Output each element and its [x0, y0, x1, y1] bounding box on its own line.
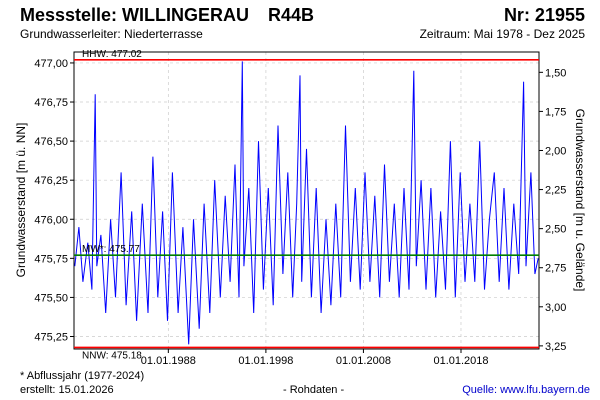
- created-date: erstellt: 15.01.2026: [20, 384, 114, 396]
- x-axis: 01.01.1988 01.01.1998 01.01.2008 01.01.2018: [141, 349, 489, 367]
- tick-label-right: 2,75: [545, 263, 566, 275]
- y-axis-title-right: Grundwasserstand [m u. Gelände]: [573, 109, 587, 292]
- tick-label-x: 01.01.2018: [433, 355, 488, 367]
- period-label: Zeitraum: Mai 1978 - Dez 2025: [419, 27, 585, 41]
- source-link[interactable]: Quelle: www.lfu.bayern.de: [462, 384, 590, 396]
- station-title: Messstelle: WILLINGERAU: [20, 5, 250, 25]
- footnote: * Abflussjahr (1977-2024): [20, 370, 145, 382]
- reference-lines: HHW: 477.02 MW*: 475.77 NNW: 475.18: [74, 49, 539, 361]
- tick-label-left: 477,00: [34, 58, 68, 70]
- tick-label-left: 475,50: [34, 292, 68, 304]
- aquifer-label: Grundwasserleiter: Niederterrasse: [20, 27, 203, 41]
- right-axis: 1,50 1,75 2,00 2,25 2,50 2,75 3,00 3,25: [539, 67, 566, 353]
- tick-label-x: 01.01.1988: [141, 355, 196, 367]
- tick-label-left: 476,25: [34, 175, 68, 187]
- tick-label-x: 01.01.2008: [336, 355, 391, 367]
- tick-label-right: 3,00: [545, 302, 566, 314]
- tick-label-right: 1,75: [545, 106, 566, 118]
- y-axis-title-left: Grundwasserstand [m ü. NN]: [14, 123, 28, 278]
- left-axis: 477,00 476,75 476,50 476,25 476,00 475,75 475,…: [34, 58, 74, 343]
- series-line: [74, 61, 539, 345]
- tick-label-right: 3,25: [545, 341, 566, 353]
- tick-label-right: 1,50: [545, 67, 566, 79]
- tick-label-left: 476,50: [34, 136, 68, 148]
- tick-label-x: 01.01.1998: [238, 355, 293, 367]
- tick-label-left: 476,75: [34, 97, 68, 109]
- ref-label-mw: MW*: 475.77: [82, 244, 140, 255]
- station-number: Nr: 21955: [503, 5, 585, 25]
- ref-label-nnw: NNW: 475.18: [82, 350, 142, 361]
- tick-label-left: 476,00: [34, 214, 68, 226]
- tick-label-right: 2,00: [545, 145, 566, 157]
- tick-label-right: 2,25: [545, 185, 566, 197]
- data-type-label: - Rohdaten -: [283, 384, 345, 396]
- station-code: R44B: [268, 5, 315, 25]
- tick-label-left: 475,25: [34, 331, 68, 343]
- ref-label-hhw: HHW: 477.02: [82, 49, 142, 60]
- grid: [74, 52, 539, 349]
- tick-label-left: 475,75: [34, 253, 68, 265]
- tick-label-right: 2,50: [545, 224, 566, 236]
- plot-frame: [73, 51, 540, 350]
